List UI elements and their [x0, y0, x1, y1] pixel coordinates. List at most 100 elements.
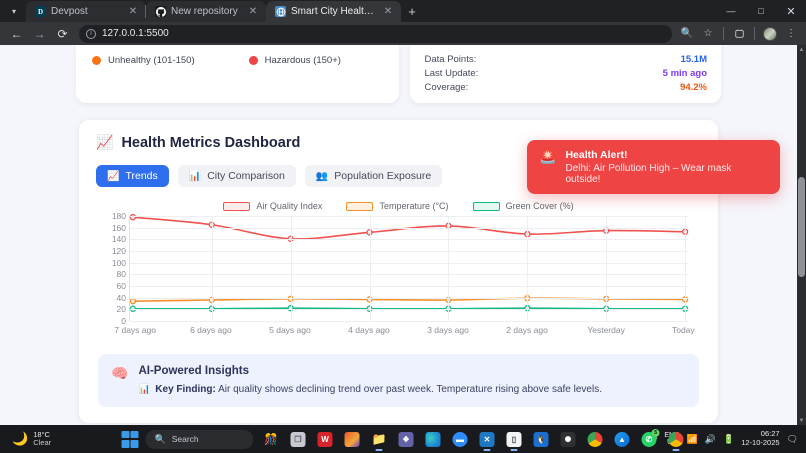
taskbar-app-task-view[interactable]: ❐: [287, 428, 310, 451]
page-scrollbar[interactable]: ▲ ▼: [797, 45, 806, 425]
insights-key-finding: 📊 Key Finding: Air quality shows declini…: [138, 384, 602, 395]
chart-legend-item[interactable]: Air Quality Index: [223, 201, 322, 211]
taskbar-app-copilot[interactable]: 🎊: [260, 428, 283, 451]
grid-line: [130, 309, 688, 311]
start-button[interactable]: [119, 428, 142, 451]
page-viewport: Unhealthy (101-150) Hazardous (150+) Dat…: [0, 45, 806, 425]
clock-widget[interactable]: 06:27 12-10-2025: [741, 430, 779, 447]
taskbar-app-teams[interactable]: ❖: [395, 428, 418, 451]
zoom-icon: ▬: [452, 431, 468, 447]
close-icon[interactable]: ✕: [383, 5, 393, 17]
legend-label: Green Cover (%): [505, 201, 574, 211]
grid-line: [130, 297, 688, 299]
x-axis-tick: 7 days ago: [114, 325, 156, 335]
y-axis-tick: 80: [116, 269, 126, 280]
top-cards-row: Unhealthy (101-150) Hazardous (150+) Dat…: [0, 45, 797, 103]
chart-legend-item[interactable]: Temperature (°C): [346, 201, 449, 211]
x-axis-tick: Today: [671, 325, 695, 335]
address-bar[interactable]: i 127.0.0.1:5500: [79, 24, 672, 43]
windows-taskbar: 🌙 18°C Clear 🔍 Search 🎊 ❐ W 📁 ❖ ▬ ✕ ▯ 🐧 …: [0, 425, 806, 453]
close-icon[interactable]: ✕: [248, 5, 258, 17]
tab-strip: ▾ D Devpost ✕ New repository ✕ Smart Cit…: [0, 0, 806, 22]
stat-key: Data Points:: [424, 53, 477, 65]
stats-card: Data Points: 15.1M Last Update: 5 min ag…: [410, 45, 721, 103]
status-dot-hazardous: [248, 56, 258, 65]
health-alert-toast[interactable]: 🚨 Health Alert! Delhi: Air Pollution Hig…: [527, 140, 780, 194]
chart-svg: [130, 216, 688, 321]
taskbar-app-microsoft-store[interactable]: ▯: [503, 428, 526, 451]
chart-line-temperature-c: [133, 298, 685, 301]
reload-icon[interactable]: ⟳: [57, 26, 68, 41]
bookmark-star-icon[interactable]: ☆: [703, 28, 713, 39]
toolbar-divider: [723, 27, 724, 40]
tab-trends[interactable]: 📈 Trends: [96, 165, 169, 187]
dashboard-header: 📈 Health Metrics Dashboard: [96, 134, 701, 151]
y-axis-tick: 100: [111, 257, 126, 268]
weather-widget[interactable]: 🌙 18°C Clear: [0, 431, 145, 447]
close-icon[interactable]: ✕: [128, 5, 138, 17]
taskbar-app-chrome[interactable]: [584, 428, 607, 451]
legend-label: Unhealthy (101-150): [108, 55, 195, 66]
page-content: Unhealthy (101-150) Hazardous (150+) Dat…: [0, 45, 797, 425]
extensions-icon[interactable]: [729, 24, 749, 44]
taskbar-app-chrome-dev[interactable]: [665, 428, 688, 451]
taskbar-app-chatgpt[interactable]: ✺: [557, 428, 580, 451]
zoom-icon[interactable]: 🔍: [680, 28, 694, 39]
close-window-button[interactable]: ✕: [786, 5, 796, 18]
info-circle-icon[interactable]: i: [86, 28, 96, 39]
battery-icon[interactable]: 🔋: [722, 433, 735, 444]
grid-line-vertical: [606, 216, 608, 321]
insights-title: AI-Powered Insights: [138, 365, 249, 377]
weather-condition: Clear: [33, 438, 52, 447]
new-tab-button[interactable]: +: [408, 3, 416, 19]
y-axis-tick: 140: [111, 234, 126, 245]
grid-line-vertical: [527, 216, 529, 321]
forward-icon[interactable]: →: [33, 26, 46, 41]
running-indicator: [483, 448, 491, 451]
taskbar-app-office[interactable]: [341, 428, 364, 451]
browser-tab-devpost[interactable]: D Devpost ✕: [26, 1, 146, 22]
back-icon[interactable]: ←: [10, 26, 23, 41]
x-axis-tick: 5 days ago: [269, 325, 311, 335]
taskbar-app-vs-code[interactable]: ✕: [476, 428, 499, 451]
browser-window: ▾ D Devpost ✕ New repository ✕ Smart Cit…: [0, 0, 806, 425]
trends-line-chart[interactable]: Air Quality Index Temperature (°C) Green C…: [98, 201, 699, 337]
taskbar-search[interactable]: 🔍 Search: [145, 429, 254, 449]
notification-icon[interactable]: 🗨: [786, 433, 798, 444]
profile-avatar[interactable]: [760, 24, 780, 44]
minimize-button[interactable]: —: [726, 6, 736, 16]
scroll-up-icon[interactable]: ▲: [798, 46, 805, 53]
grid-line-vertical: [290, 216, 292, 321]
tab-search-icon[interactable]: ▾: [11, 6, 16, 16]
tray-time: 06:27: [760, 429, 780, 439]
browser-tab-new-repository[interactable]: New repository ✕: [145, 1, 266, 22]
tab-population-exposure[interactable]: 👥 Population Exposure: [304, 165, 443, 187]
legend-swatch: [472, 201, 500, 211]
stat-value: 15.1M: [680, 53, 707, 65]
taskbar-app-drive[interactable]: ▲: [611, 428, 634, 451]
chart-legend-item[interactable]: Green Cover (%): [472, 201, 574, 211]
taskbar-app-penguin[interactable]: 🐧: [530, 428, 553, 451]
taskbar-app-edge[interactable]: [422, 428, 445, 451]
chrome-icon: [587, 431, 603, 447]
grid-line: [130, 262, 688, 264]
chart-x-axis: 7 days ago 6 days ago 5 days ago 4 days ago…: [114, 321, 694, 339]
legend-label: Hazardous (150+): [264, 55, 341, 66]
aqi-legend-card: Unhealthy (101-150) Hazardous (150+): [76, 45, 400, 103]
scrollbar-thumb[interactable]: [798, 177, 805, 277]
wifi-icon[interactable]: 📶: [686, 433, 698, 444]
taskbar-app-zoom[interactable]: ▬: [449, 428, 472, 451]
taskbar-app-whatsapp[interactable]: ✆ 5: [638, 428, 661, 451]
scroll-down-icon[interactable]: ▼: [798, 417, 805, 424]
volume-icon[interactable]: 🔊: [704, 433, 716, 444]
chart-data-point[interactable]: [130, 299, 135, 304]
tab-city-comparison[interactable]: 📊 City Comparison: [177, 165, 296, 187]
penguin-icon: 🐧: [533, 431, 549, 447]
task-view-icon: ❐: [290, 431, 306, 447]
chart-data-point[interactable]: [130, 215, 135, 220]
maximize-button[interactable]: □: [758, 6, 764, 16]
taskbar-app-file-explorer[interactable]: 📁: [368, 428, 391, 451]
browser-tab-smart-city-health-dashboard[interactable]: Smart City Health Dashboard ✕: [266, 1, 401, 22]
taskbar-app-w[interactable]: W: [314, 428, 337, 451]
browser-menu-icon[interactable]: ⋮: [786, 28, 796, 39]
